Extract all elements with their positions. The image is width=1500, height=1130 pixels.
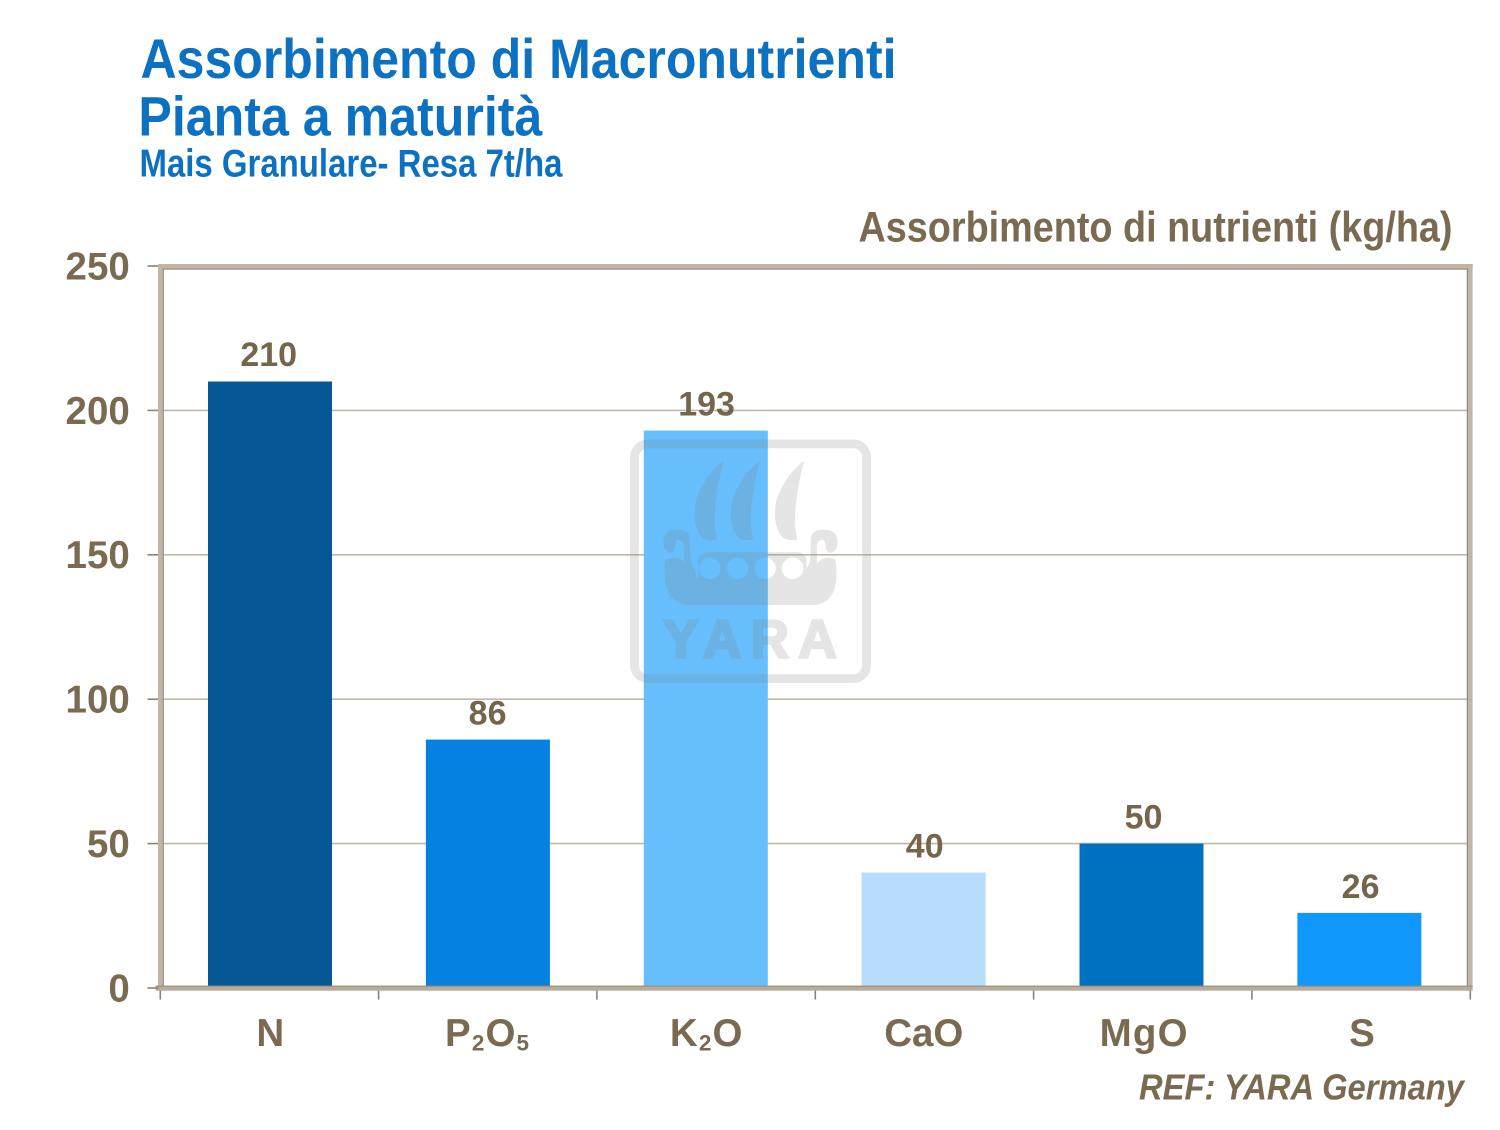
svg-text:CaO: CaO <box>884 1012 963 1055</box>
svg-text:50: 50 <box>87 823 130 866</box>
svg-text:Pianta a maturità: Pianta a maturità <box>138 85 542 147</box>
svg-text:YARA: YARA <box>663 611 846 670</box>
svg-text:K2O: K2O <box>670 1012 744 1055</box>
svg-text:26: 26 <box>1342 868 1380 906</box>
svg-text:Mais Granulare- Resa 7t/ha: Mais Granulare- Resa 7t/ha <box>140 143 563 186</box>
svg-text:S: S <box>1349 1012 1375 1055</box>
svg-text:193: 193 <box>678 386 735 424</box>
svg-text:50: 50 <box>1125 799 1163 837</box>
svg-text:P2O5: P2O5 <box>445 1012 530 1055</box>
svg-text:Assorbimento di Macronutrienti: Assorbimento di Macronutrienti <box>141 28 897 90</box>
svg-text:40: 40 <box>906 828 944 866</box>
svg-text:250: 250 <box>66 245 130 288</box>
svg-text:100: 100 <box>66 679 130 722</box>
svg-text:210: 210 <box>240 336 297 374</box>
svg-text:150: 150 <box>66 534 130 577</box>
svg-text:86: 86 <box>469 695 507 733</box>
svg-text:N: N <box>256 1012 284 1055</box>
svg-text:200: 200 <box>66 390 130 433</box>
svg-text:REF: YARA Germany: REF: YARA Germany <box>1139 1066 1466 1107</box>
svg-text:0: 0 <box>108 967 129 1010</box>
svg-text:Assorbimento di nutrienti (kg/: Assorbimento di nutrienti (kg/ha) <box>859 204 1453 252</box>
svg-text:MgO: MgO <box>1100 1012 1189 1055</box>
